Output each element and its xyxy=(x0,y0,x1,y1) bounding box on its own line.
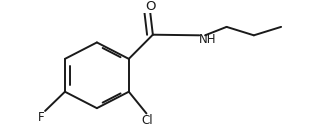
Text: Cl: Cl xyxy=(141,114,153,127)
Text: O: O xyxy=(145,0,156,13)
Text: F: F xyxy=(38,111,44,124)
Text: NH: NH xyxy=(199,33,216,46)
